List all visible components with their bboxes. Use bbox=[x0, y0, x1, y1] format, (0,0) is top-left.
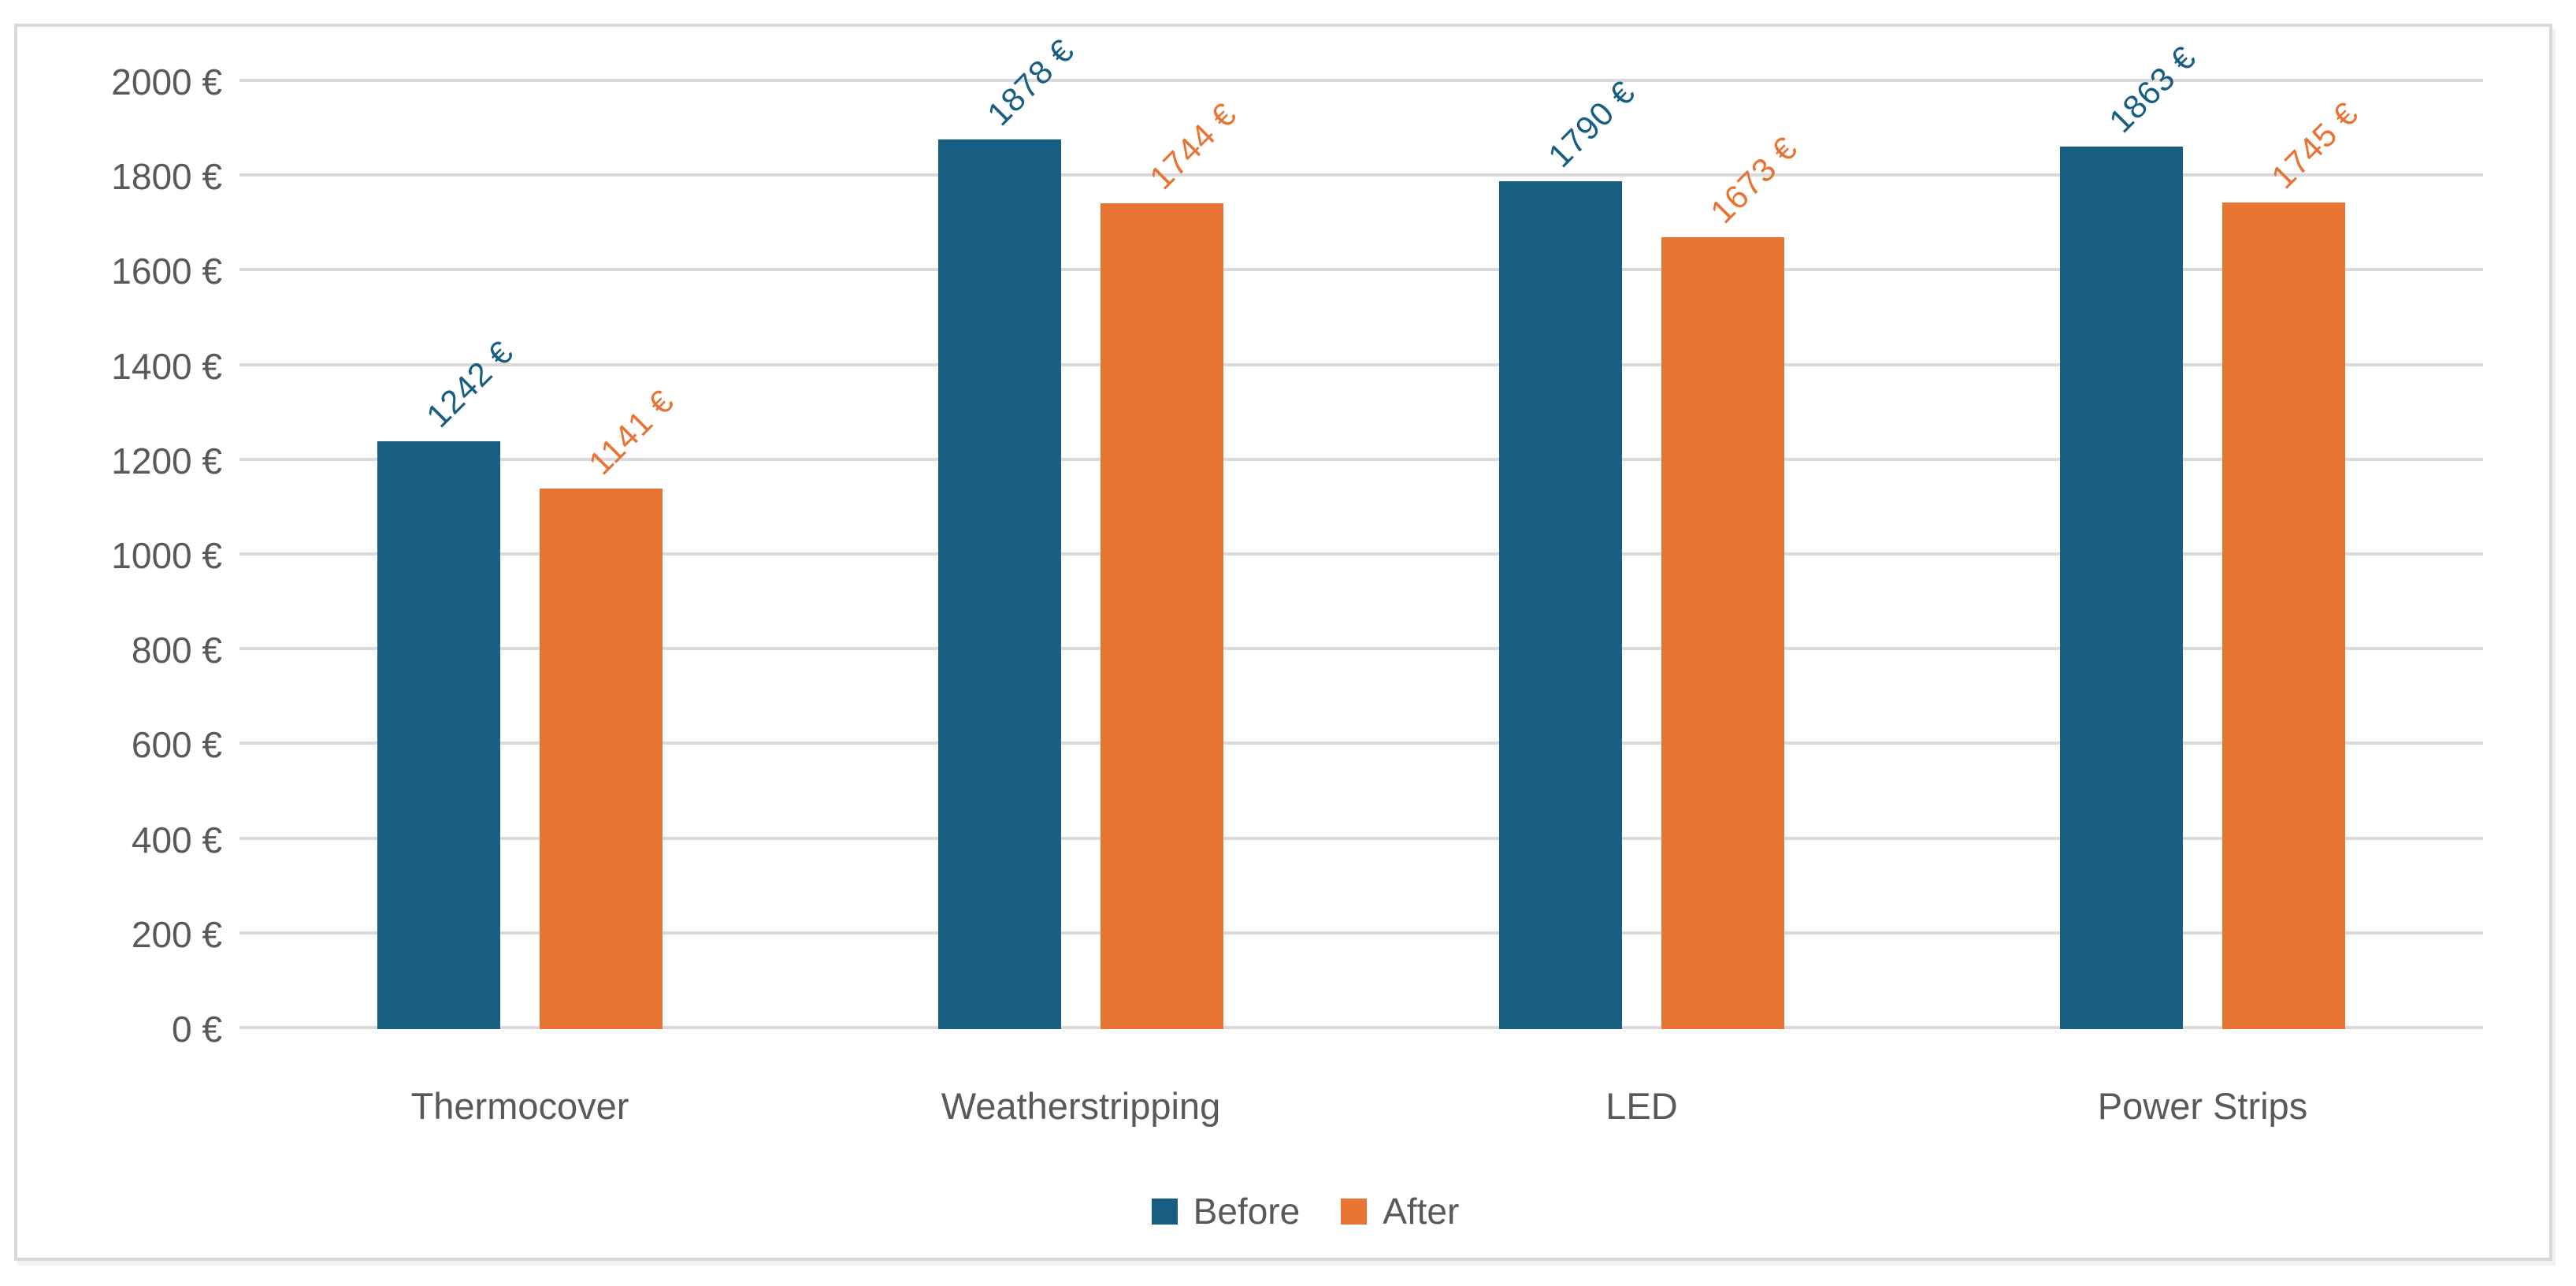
y-tick-label-1400: 1400 € bbox=[111, 345, 222, 387]
bar-before-led: 1790 € bbox=[1499, 73, 1642, 1029]
y-tick-label-1600: 1600 € bbox=[111, 251, 222, 292]
gridline-1800 bbox=[239, 173, 2483, 177]
gridline-1200 bbox=[239, 457, 2483, 461]
chart-frame: 1242 € 1141 € 1878 € 1744 € 1790 € 1673 € 1863… bbox=[14, 24, 2552, 1261]
y-tick-label-200: 200 € bbox=[131, 913, 222, 955]
legend-item-before: Before bbox=[1151, 1191, 1301, 1232]
gridline-1400 bbox=[239, 362, 2483, 366]
gridline-200 bbox=[239, 931, 2483, 935]
bar-after-thermocover: 1141 € bbox=[540, 382, 681, 1029]
data-label-before-weatherstripping: 1878 € bbox=[980, 32, 1082, 133]
data-label-after-thermocover: 1141 € bbox=[581, 382, 681, 482]
gridline-400 bbox=[239, 836, 2483, 840]
gridline-600 bbox=[239, 741, 2483, 745]
gridline-0 bbox=[239, 1026, 2483, 1029]
y-tick-label-800: 800 € bbox=[131, 630, 222, 671]
bar-group-weatherstripping: 1878 € 1744 € bbox=[800, 32, 1361, 1029]
legend-label-before: Before bbox=[1193, 1191, 1301, 1232]
data-label-after-led: 1673 € bbox=[1703, 128, 1805, 230]
bar-after-power-strips: 1745 € bbox=[2222, 95, 2366, 1029]
legend-swatch-before bbox=[1151, 1198, 1178, 1225]
bar-after-led: 1673 € bbox=[1661, 129, 1805, 1029]
category-label-power-strips: Power Strips bbox=[2097, 1085, 2308, 1127]
bar-before-power-strips: 1863 € bbox=[2060, 39, 2203, 1029]
bar-group-led: 1790 € 1673 € bbox=[1361, 73, 1922, 1029]
legend-item-after: After bbox=[1341, 1193, 1459, 1229]
data-label-before-thermocover: 1242 € bbox=[419, 333, 521, 434]
bar-after-weatherstripping: 1744 € bbox=[1101, 95, 1244, 1029]
gridline-800 bbox=[239, 647, 2483, 651]
gridline-1000 bbox=[239, 552, 2483, 556]
data-label-before-led: 1790 € bbox=[1541, 73, 1642, 175]
y-tick-label-0: 0 € bbox=[172, 1009, 222, 1050]
legend-swatch-after bbox=[1341, 1198, 1368, 1225]
bar-before-thermocover: 1242 € bbox=[377, 333, 521, 1029]
gridline-2000 bbox=[239, 79, 2483, 82]
legend: Before After bbox=[17, 1193, 2576, 1229]
data-label-before-power-strips: 1863 € bbox=[2102, 39, 2203, 140]
y-tick-label-1000: 1000 € bbox=[111, 535, 222, 576]
bar-group-power-strips: 1863 € 1745 € bbox=[1922, 39, 2483, 1029]
legend-label-after: After bbox=[1383, 1191, 1460, 1232]
data-label-after-weatherstripping: 1744 € bbox=[1142, 95, 1244, 197]
plot-area: 1242 € 1141 € 1878 € 1744 € 1790 € 1673 € 1863… bbox=[239, 32, 2483, 1029]
category-label-led: LED bbox=[1605, 1085, 1678, 1127]
bar-group-thermocover: 1242 € 1141 € bbox=[239, 82, 800, 1029]
y-tick-label-2000: 2000 € bbox=[111, 61, 222, 102]
y-tick-label-400: 400 € bbox=[131, 819, 222, 860]
category-label-thermocover: Thermocover bbox=[410, 1085, 629, 1127]
category-label-weatherstripping: Weatherstripping bbox=[941, 1085, 1221, 1127]
data-label-after-power-strips: 1745 € bbox=[2264, 95, 2366, 196]
y-tick-label-600: 600 € bbox=[131, 724, 222, 766]
y-tick-label-1200: 1200 € bbox=[111, 440, 222, 481]
gridline-1600 bbox=[239, 268, 2483, 272]
bar-before-weatherstripping: 1878 € bbox=[938, 32, 1082, 1029]
y-tick-label-1800: 1800 € bbox=[111, 156, 222, 198]
